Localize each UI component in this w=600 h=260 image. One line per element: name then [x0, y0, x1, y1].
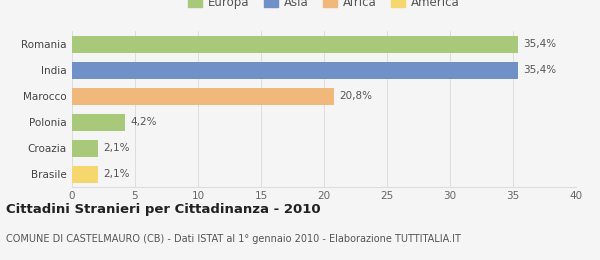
Bar [72, 36, 518, 53]
Text: 2,1%: 2,1% [104, 143, 130, 153]
Text: COMUNE DI CASTELMAURO (CB) - Dati ISTAT al 1° gennaio 2010 - Elaborazione TUTTIT: COMUNE DI CASTELMAURO (CB) - Dati ISTAT … [6, 234, 461, 244]
Bar [72, 88, 334, 105]
Text: Cittadini Stranieri per Cittadinanza - 2010: Cittadini Stranieri per Cittadinanza - 2… [6, 203, 320, 216]
Text: 20,8%: 20,8% [339, 91, 372, 101]
Bar [72, 166, 98, 183]
Text: 35,4%: 35,4% [523, 65, 556, 75]
Bar [72, 114, 125, 131]
Text: 2,1%: 2,1% [104, 169, 130, 179]
Text: 4,2%: 4,2% [130, 117, 157, 127]
Text: 35,4%: 35,4% [523, 39, 556, 49]
Legend: Europa, Asia, Africa, America: Europa, Asia, Africa, America [186, 0, 462, 11]
Bar [72, 140, 98, 157]
Bar [72, 62, 518, 79]
